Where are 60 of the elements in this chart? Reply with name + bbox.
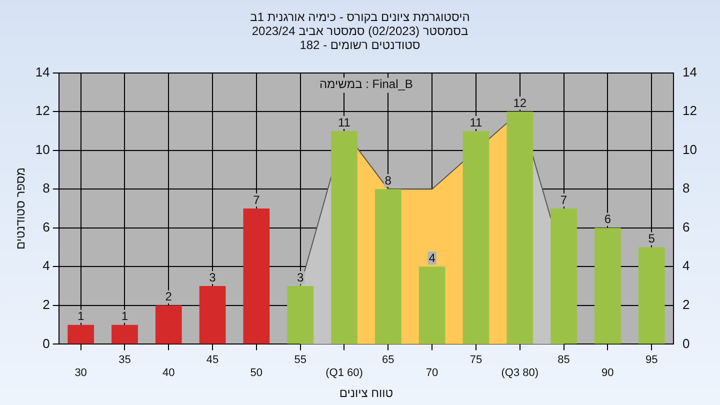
bar [594, 228, 621, 344]
x-tick-label: 50 [250, 367, 263, 380]
y2-tick-label: 14 [682, 64, 698, 80]
bar [68, 324, 94, 344]
x-tick-label: 30 [74, 367, 87, 380]
x-tick-label: (Q1 60) [326, 367, 363, 380]
chart-subtitle: בסמסטר (02/2023) סמסטר אביב 2023/24 סטודנטים רשומים - 182 [250, 24, 470, 52]
data-label: 4 [428, 250, 436, 265]
y-tick-label: 12 [35, 103, 50, 118]
x-tick-label: 75 [470, 354, 482, 366]
data-label: 6 [604, 212, 612, 226]
x-tick-label: (Q3 80) [501, 367, 539, 380]
y-tick-label: 10 [35, 142, 50, 157]
bar [199, 286, 226, 344]
data-label: 11 [338, 115, 351, 130]
bar [155, 305, 182, 344]
y-axis-title: מספר סטודנטים [14, 167, 28, 250]
data-label: 7 [560, 192, 568, 207]
x-tick-label: 95 [645, 354, 658, 366]
y2-tick-label: 10 [682, 142, 698, 157]
y2-tick-label: 4 [682, 258, 690, 274]
y2-tick-label: 0 [682, 336, 690, 351]
x-tick-label: 40 [162, 367, 175, 380]
data-label: 3 [209, 270, 216, 284]
y2-tick-label: 8 [682, 180, 690, 196]
y-tick-label: 2 [42, 297, 50, 312]
chart-title: היסטוגרמת ציונים בקורס - כימיה אורגנית 1ב [249, 10, 471, 24]
bar [462, 130, 490, 344]
x-tick-label: 90 [602, 367, 614, 380]
bar [112, 324, 138, 344]
y-tick-label: 0 [42, 336, 50, 351]
y-tick-label: 8 [42, 180, 50, 196]
x-tick-label: 35 [118, 354, 131, 366]
data-label: 3 [297, 270, 304, 284]
y-tick-label: 4 [42, 258, 50, 274]
y2-tick-label: 12 [682, 103, 698, 118]
data-label: 7 [253, 192, 260, 207]
bar [374, 189, 402, 344]
y2-tick-label: 2 [682, 297, 690, 312]
y-tick-label: 6 [42, 219, 50, 234]
x-tick-label: 45 [206, 354, 219, 366]
bar [287, 286, 314, 344]
data-label: 12 [513, 96, 527, 110]
y-tick-label: 14 [35, 64, 50, 80]
bar [418, 266, 446, 344]
x-tick-label: 55 [294, 354, 306, 366]
annotation: במשימה : Final_B [319, 77, 413, 92]
bar [243, 208, 270, 344]
data-label: 8 [384, 173, 392, 188]
x-tick-label: 65 [382, 354, 394, 366]
x-axis-title: טווח ציונים [339, 386, 394, 400]
y2-tick-label: 6 [682, 219, 690, 234]
data-label: 11 [470, 115, 483, 130]
bar [638, 247, 665, 344]
data-label: 1 [77, 309, 84, 324]
data-label: 2 [165, 290, 172, 304]
data-label: 1 [121, 309, 128, 324]
data-label: 5 [648, 232, 656, 246]
x-tick-label: 70 [426, 367, 438, 380]
x-tick-label: 85 [558, 354, 570, 366]
